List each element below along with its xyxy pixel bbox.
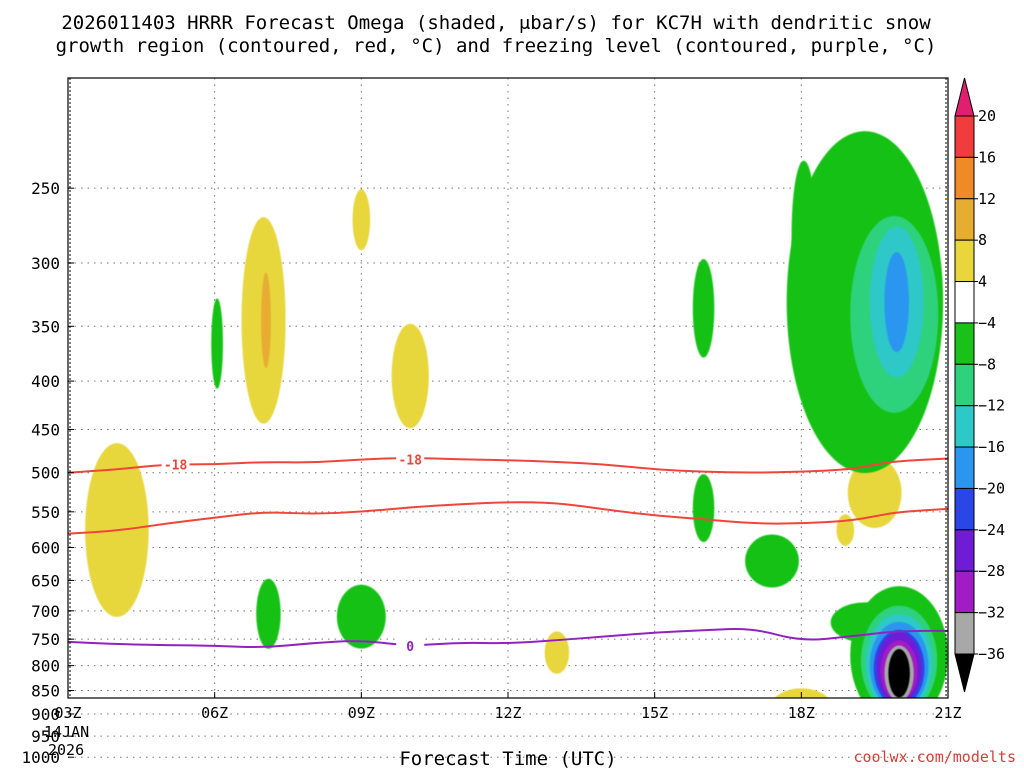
contour-label-freezing-level: 0 xyxy=(406,640,414,655)
colorbar-label: 4 xyxy=(978,273,987,291)
omega-shaded-region xyxy=(884,252,909,353)
omega-shaded-region xyxy=(211,298,223,389)
y-tick-label: 400 xyxy=(31,372,60,391)
colorbar-label: −12 xyxy=(978,397,1005,415)
y-tick-label: 250 xyxy=(31,179,60,198)
omega-shaded-region xyxy=(336,584,386,649)
contour-dgz-top xyxy=(68,457,948,474)
colorbar-bin xyxy=(954,115,975,158)
x-tick-label: 06Z xyxy=(201,704,228,722)
x-start-day-label: 14JAN xyxy=(44,723,89,741)
colorbar-bin xyxy=(954,570,975,614)
chart-title-line2: growth region (contoured, red, °C) and f… xyxy=(56,35,937,57)
y-tick-label: 1000 xyxy=(21,748,60,767)
contour-label-bg xyxy=(396,638,425,654)
colorbar-bottom-arrow xyxy=(954,653,975,693)
x-axis: 03Z 06Z 09Z 12Z 15Z 18Z 21Z xyxy=(54,692,962,722)
colorbar-label: −36 xyxy=(978,645,1005,663)
x-tick-label: 12Z xyxy=(494,704,521,722)
colorbar-label: −24 xyxy=(978,521,1005,539)
colorbar-label: −32 xyxy=(978,604,1005,622)
contour-label-dgz-top: -18 xyxy=(398,453,422,468)
colorbar-bin xyxy=(954,363,975,407)
colorbar-label: 16 xyxy=(978,148,996,166)
omega-shaded-region xyxy=(888,649,910,698)
contour-freezing-level xyxy=(68,628,948,649)
colorbar-label: −16 xyxy=(978,438,1005,456)
x-axis-title: Forecast Time (UTC) xyxy=(399,748,616,768)
omega-shaded-region xyxy=(144,732,188,749)
colorbar-bin xyxy=(954,239,975,283)
colorbar-label: −28 xyxy=(978,562,1005,580)
x-tick-label: 03Z xyxy=(54,704,81,722)
contour-label-bg xyxy=(396,451,425,467)
y-tick-label: 450 xyxy=(31,420,60,439)
omega-shaded-region xyxy=(256,578,281,649)
omega-shading-layer xyxy=(85,131,948,749)
omega-shaded-region xyxy=(692,259,715,358)
colorbar-bin xyxy=(954,322,975,365)
omega-shaded-region xyxy=(692,474,715,543)
temperature-contour-layer: -18 -18 0 xyxy=(68,451,948,655)
omega-shaded-region xyxy=(261,272,271,369)
colorbar-label: −20 xyxy=(978,479,1005,497)
contour-label-dgz-top: -18 xyxy=(164,458,188,473)
y-tick-label: 500 xyxy=(31,464,60,483)
omega-shaded-region xyxy=(836,514,855,546)
y-axis: 250 300 350 400 450 500 550 600 650 700 750 800 850 9… xyxy=(21,179,74,767)
x-tick-label: 18Z xyxy=(788,704,815,722)
y-tick-label: 900 xyxy=(31,705,60,724)
colorbar-bin xyxy=(954,487,975,531)
colorbar-bin xyxy=(954,281,975,324)
y-tick-label: 700 xyxy=(31,602,60,621)
contour-dgz-bottom xyxy=(68,501,948,535)
colorbar-bin xyxy=(954,156,975,200)
x-tick-label: 09Z xyxy=(348,704,375,722)
omega-shaded-region xyxy=(544,631,570,674)
colorbar-bin xyxy=(954,198,975,241)
omega-shaded-region xyxy=(352,189,371,251)
y-tick-label: 550 xyxy=(31,503,60,522)
x-tick-label: 21Z xyxy=(934,704,961,722)
omega-shaded-region xyxy=(391,323,429,429)
colorbar-top-arrow xyxy=(954,77,975,117)
colorbar-bin xyxy=(954,405,975,448)
colorbar-label: −4 xyxy=(978,314,996,332)
colorbar-label: 12 xyxy=(978,190,996,208)
x-tick-label: 15Z xyxy=(641,704,668,722)
y-tick-label: 300 xyxy=(31,254,60,273)
credit-text: coolwx.com/modelts xyxy=(853,748,1016,766)
omega-shaded-region xyxy=(847,457,902,528)
colorbar-bin xyxy=(954,446,975,489)
x-start-year-label: 2026 xyxy=(48,741,84,759)
colorbar-label: −8 xyxy=(978,355,996,373)
omega-shaded-region xyxy=(745,534,799,588)
y-tick-label: 950 xyxy=(31,727,60,746)
chart-title-line1: 2026011403 HRRR Forecast Omega (shaded, … xyxy=(61,12,931,34)
colorbar-label: 8 xyxy=(978,231,987,249)
y-tick-label: 800 xyxy=(31,657,60,676)
contour-label-bg xyxy=(161,456,190,472)
colorbar-bin xyxy=(954,612,975,655)
y-tick-label: 750 xyxy=(31,630,60,649)
y-tick-label: 600 xyxy=(31,539,60,558)
colorbar-label: 20 xyxy=(978,107,996,125)
colorbar: 20 16 12 8 4 −4 −8 −12 −16 −20 −24 −28 −32 −36 xyxy=(954,77,1005,693)
y-tick-label: 350 xyxy=(31,317,60,336)
y-tick-label: 650 xyxy=(31,571,60,590)
colorbar-bin xyxy=(954,529,975,572)
y-tick-label: 850 xyxy=(31,682,60,701)
